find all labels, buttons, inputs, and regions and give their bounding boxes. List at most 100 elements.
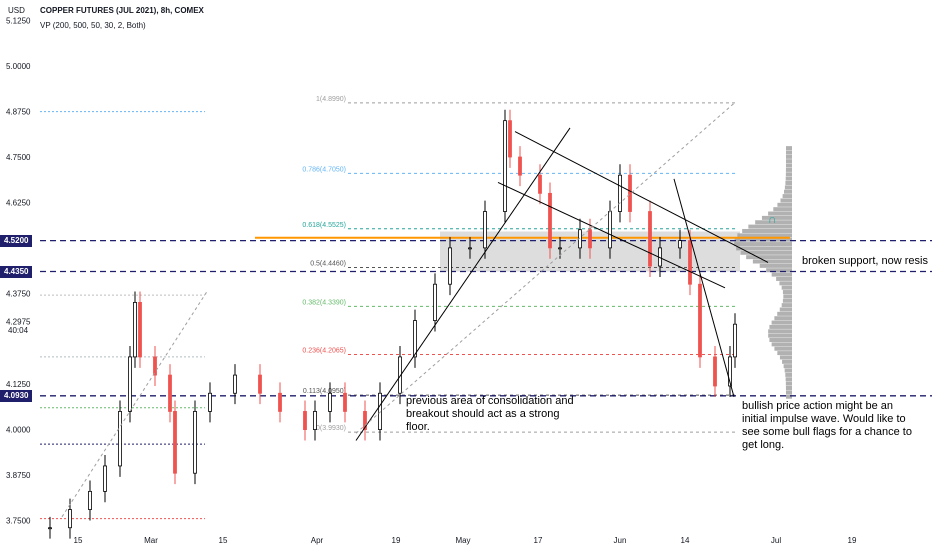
y-tick-label: 5.1250 [6, 17, 31, 26]
fib-label: 0.113(4.0950) [303, 388, 346, 395]
vp-bar [755, 220, 792, 225]
vp-bar [774, 316, 792, 321]
candle-body [68, 509, 72, 529]
candle-body [153, 356, 157, 376]
candle-body [138, 301, 142, 358]
fib-diagonal-left [61, 291, 208, 518]
candle-body [558, 247, 562, 250]
fib-label: 0.382(4.3390) [302, 299, 346, 306]
vp-bar [785, 163, 792, 168]
indicator-legend[interactable]: VP (200, 500, 50, 30, 2, Both) [40, 21, 146, 30]
candle-body [328, 392, 332, 412]
x-tick-label: Jul [771, 536, 781, 545]
candle-body [648, 211, 652, 267]
fib-label: 0.5(4.4460) [310, 261, 346, 268]
vp-bar [746, 255, 792, 260]
channel-lower-line [497, 182, 726, 289]
vp-bar [785, 390, 792, 395]
note-consolidation-floor[interactable]: previous area of consolidation and break… [406, 395, 574, 433]
candle-body [503, 120, 507, 212]
vp-bar [785, 150, 792, 155]
candle-body [193, 411, 197, 474]
x-tick-label: 17 [534, 536, 543, 545]
vp-bar [785, 167, 792, 172]
vp-bar [785, 159, 792, 164]
vp-bar [769, 338, 792, 343]
vp-bar [774, 346, 792, 351]
vp-bar [782, 298, 792, 303]
candle-body [728, 356, 732, 387]
vp-bar [785, 172, 792, 177]
candle-body [168, 374, 172, 412]
vp-bar [782, 359, 792, 364]
y-tick-label: 4.1250 [6, 380, 31, 389]
vp-bar [785, 394, 792, 399]
x-tick-label: 15 [219, 536, 228, 545]
candle-body [628, 174, 632, 212]
vp-bar [781, 285, 792, 290]
vp-bar [748, 224, 792, 229]
symbol-title[interactable]: COPPER FUTURES (JUL 2021), 8h, COMEX [40, 6, 204, 15]
candle-body [608, 211, 612, 249]
candle-body [103, 465, 107, 492]
vp-bar [785, 385, 792, 390]
candle-body [133, 301, 137, 358]
vp-bar [782, 290, 792, 295]
vp-bar [781, 303, 792, 308]
vp-bar [785, 176, 792, 181]
candle-body [128, 356, 132, 412]
y-tick-label: 4.3750 [6, 289, 31, 298]
vp-bar [766, 268, 792, 273]
vp-bar [780, 198, 792, 203]
vp-bar [777, 311, 792, 316]
vp-bar [785, 181, 792, 186]
candle-body [413, 320, 417, 358]
note-broken-support[interactable]: broken support, now resis [802, 255, 932, 268]
vp-bar [777, 202, 792, 207]
candle-body [688, 240, 692, 285]
candle-body [118, 411, 122, 467]
x-tick-label: May [455, 536, 470, 545]
candle-body [258, 374, 262, 394]
candle-body [88, 490, 92, 510]
y-tick-label: 3.8750 [6, 471, 31, 480]
candle-body [278, 392, 282, 412]
fib-label: 0.618(4.5525) [302, 222, 346, 229]
y-tick-label: 3.7500 [6, 516, 31, 525]
candle-body [733, 323, 737, 358]
vp-bar [782, 194, 792, 199]
channel-upper-line [514, 131, 769, 263]
candle-body [378, 392, 382, 430]
vp-bar [768, 329, 792, 334]
vp-bar [785, 381, 792, 386]
vp-bar [771, 320, 792, 325]
y-tick-label: 5.0000 [6, 62, 31, 71]
vp-bar [742, 228, 792, 233]
vp-bar [785, 154, 792, 159]
magnet-icon[interactable]: ∩ [768, 212, 777, 226]
vp-bar [784, 185, 792, 190]
x-tick-label: Jun [614, 536, 627, 545]
candle-body [538, 174, 542, 194]
fib-label: 0.786(4.7050) [302, 166, 346, 173]
x-tick-label: Mar [144, 536, 158, 545]
vp-bar [761, 215, 792, 220]
vp-bar [773, 207, 792, 212]
vp-bar [737, 233, 792, 238]
vp-bar [734, 237, 792, 242]
vp-bar [734, 242, 792, 247]
vp-bar [777, 351, 792, 356]
vp-bar [740, 250, 792, 255]
price-label-4-093: 4.0930 [0, 389, 33, 402]
vp-bar [785, 377, 792, 382]
note-impulse-wave[interactable]: bullish price action might be an initial… [742, 400, 912, 451]
y-tick-label: 4.0000 [6, 426, 31, 435]
x-tick-label: 19 [392, 536, 401, 545]
y-tick-label: 4.2975 [6, 317, 31, 326]
x-tick-label: 19 [848, 536, 857, 545]
y-tick-label: 4.7500 [6, 153, 31, 162]
vp-bar [785, 146, 792, 151]
vp-bar [784, 368, 792, 373]
candle-body [508, 120, 512, 158]
